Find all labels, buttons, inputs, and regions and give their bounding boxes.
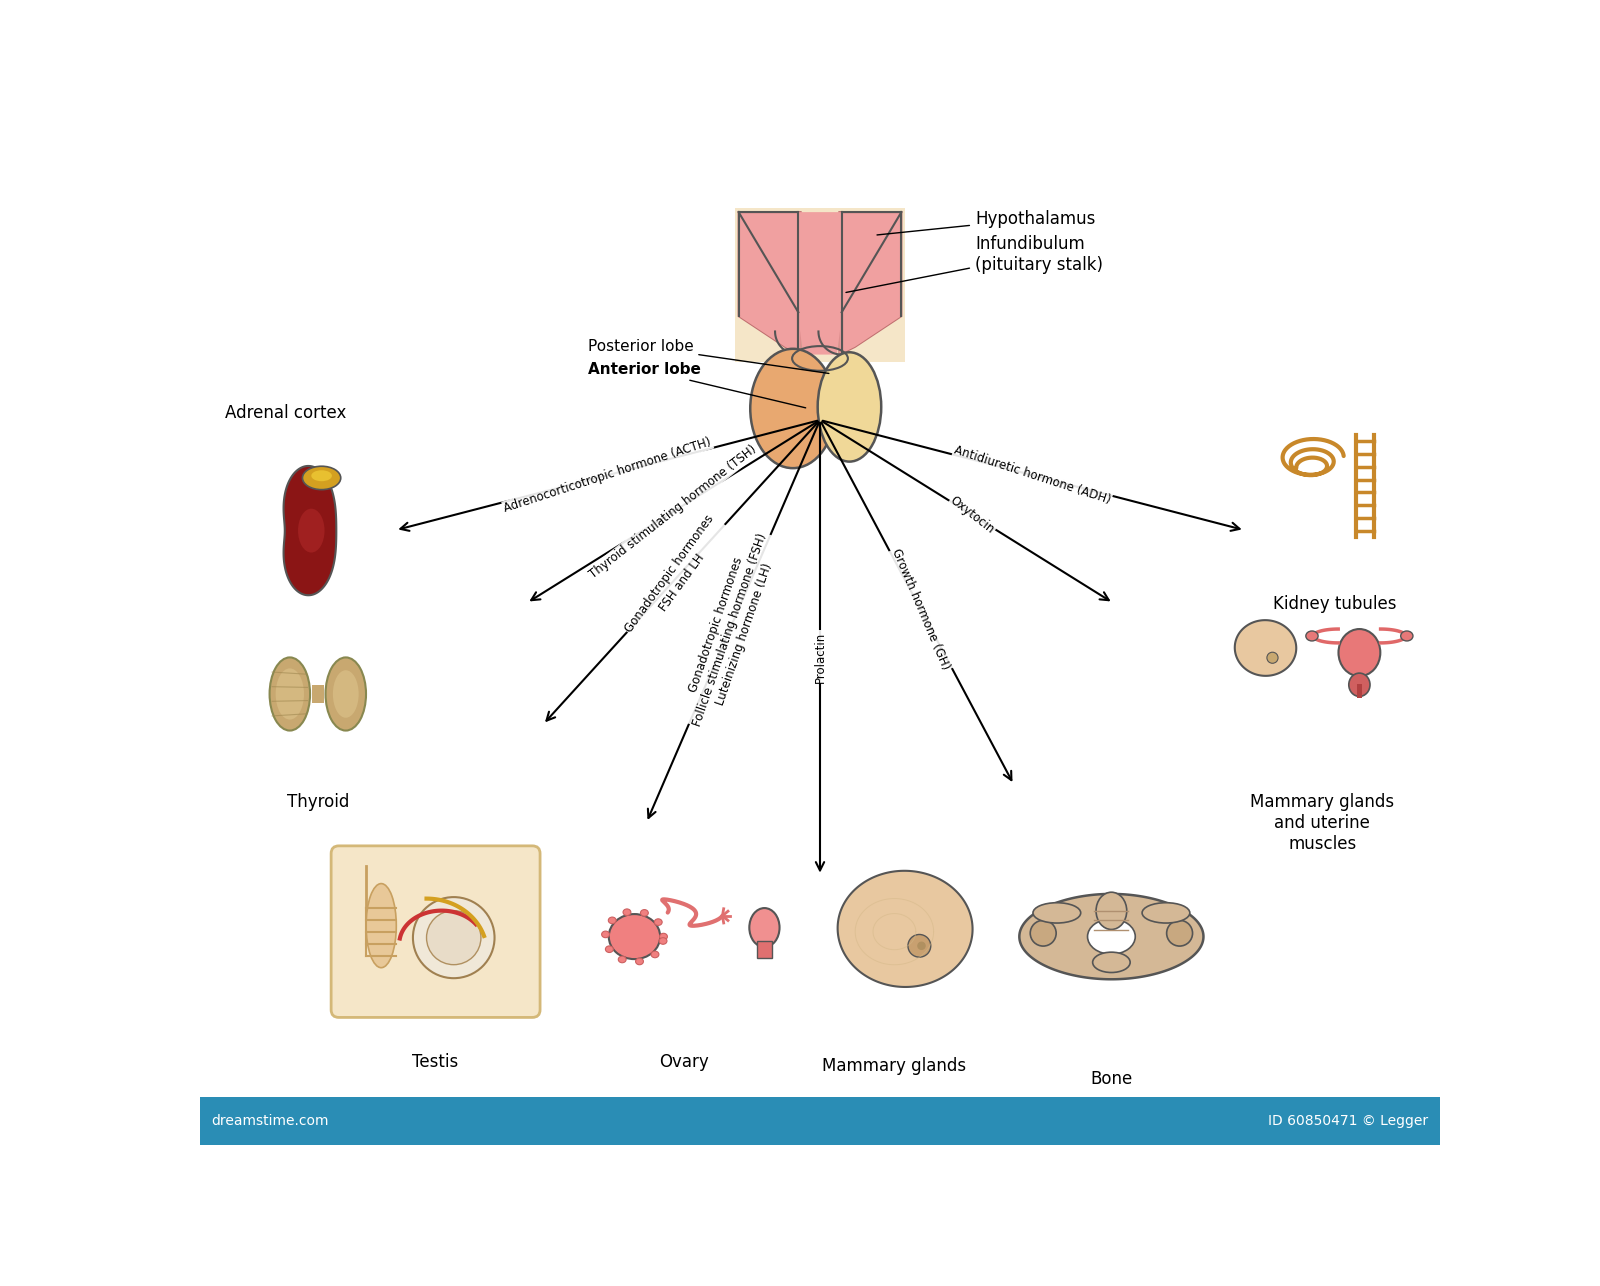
- Ellipse shape: [333, 670, 358, 718]
- Polygon shape: [283, 466, 336, 595]
- Text: Hypothalamus: Hypothalamus: [877, 210, 1096, 235]
- Polygon shape: [838, 871, 973, 986]
- Ellipse shape: [608, 914, 661, 959]
- Ellipse shape: [1339, 629, 1381, 676]
- Text: Adrenal cortex: Adrenal cortex: [224, 404, 346, 422]
- Ellipse shape: [1349, 673, 1370, 697]
- Text: Prolactin: Prolactin: [813, 631, 827, 683]
- Ellipse shape: [1166, 921, 1192, 946]
- Ellipse shape: [413, 898, 494, 979]
- Text: Gonadotropic hormones
FSH and LH: Gonadotropic hormones FSH and LH: [622, 513, 730, 644]
- Ellipse shape: [907, 935, 931, 957]
- Text: Mammary glands: Mammary glands: [822, 1057, 966, 1075]
- Ellipse shape: [1306, 631, 1318, 640]
- Polygon shape: [840, 212, 901, 355]
- Ellipse shape: [1088, 919, 1136, 954]
- Text: Testis: Testis: [413, 1053, 459, 1071]
- Ellipse shape: [602, 931, 610, 937]
- Ellipse shape: [325, 657, 366, 730]
- Ellipse shape: [275, 669, 304, 720]
- Ellipse shape: [312, 471, 331, 481]
- Text: Kidney tubules: Kidney tubules: [1274, 595, 1397, 613]
- Text: dreamstime.com: dreamstime.com: [211, 1114, 330, 1128]
- Text: Bone: Bone: [1090, 1070, 1133, 1088]
- Ellipse shape: [635, 958, 643, 964]
- Ellipse shape: [1400, 631, 1413, 640]
- Bar: [312, 685, 323, 702]
- Bar: [1357, 684, 1362, 698]
- FancyBboxPatch shape: [331, 846, 541, 1017]
- Polygon shape: [798, 212, 842, 355]
- Text: ID 60850471 © Legger: ID 60850471 © Legger: [1269, 1114, 1429, 1128]
- Ellipse shape: [605, 946, 613, 953]
- Ellipse shape: [622, 909, 630, 916]
- Ellipse shape: [427, 910, 482, 964]
- Ellipse shape: [1034, 903, 1080, 923]
- Ellipse shape: [366, 883, 397, 967]
- Text: Posterior lobe: Posterior lobe: [587, 338, 829, 373]
- Ellipse shape: [1267, 652, 1278, 664]
- Text: Mammary glands
and uterine
muscles: Mammary glands and uterine muscles: [1250, 793, 1394, 853]
- Text: Infundibulum
(pituitary stalk): Infundibulum (pituitary stalk): [846, 235, 1102, 292]
- Text: Thyroid: Thyroid: [286, 793, 349, 811]
- Ellipse shape: [659, 937, 667, 944]
- Text: Anterior lobe: Anterior lobe: [587, 361, 806, 408]
- Ellipse shape: [654, 918, 662, 926]
- Ellipse shape: [1096, 892, 1126, 930]
- Polygon shape: [840, 309, 901, 355]
- Ellipse shape: [651, 952, 659, 958]
- Bar: [757, 941, 773, 958]
- Bar: [200, 1097, 1440, 1145]
- Ellipse shape: [917, 941, 926, 950]
- Polygon shape: [739, 212, 800, 355]
- Ellipse shape: [818, 352, 882, 462]
- Ellipse shape: [749, 908, 779, 946]
- Ellipse shape: [608, 917, 616, 923]
- Text: Gonadotropic hormones
Follicle stimulating hormone (FSH)
Luteinizing hormone (LH: Gonadotropic hormones Follicle stimulati…: [677, 526, 782, 733]
- Text: Growth hormone (GH): Growth hormone (GH): [890, 547, 952, 673]
- Ellipse shape: [1142, 903, 1190, 923]
- Ellipse shape: [302, 467, 341, 490]
- Ellipse shape: [298, 509, 325, 553]
- Ellipse shape: [1030, 921, 1056, 946]
- Ellipse shape: [1093, 952, 1130, 972]
- Polygon shape: [1019, 894, 1203, 979]
- Text: Antidiuretic hormone (ADH): Antidiuretic hormone (ADH): [952, 444, 1112, 507]
- Text: Oxytocin: Oxytocin: [947, 494, 997, 536]
- Ellipse shape: [269, 657, 310, 730]
- Text: Thyroid stimulating hormone (TSH): Thyroid stimulating hormone (TSH): [587, 442, 760, 581]
- Bar: [734, 208, 906, 363]
- Polygon shape: [739, 309, 800, 355]
- Polygon shape: [1235, 620, 1296, 676]
- Text: Ovary: Ovary: [659, 1053, 709, 1071]
- Ellipse shape: [750, 349, 835, 468]
- Text: Adrenocorticotropic hormone (ACTH): Adrenocorticotropic hormone (ACTH): [502, 436, 714, 514]
- Ellipse shape: [640, 909, 648, 916]
- Ellipse shape: [659, 934, 667, 940]
- Ellipse shape: [618, 957, 626, 963]
